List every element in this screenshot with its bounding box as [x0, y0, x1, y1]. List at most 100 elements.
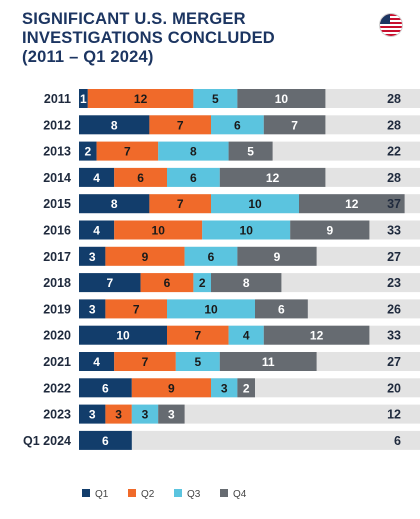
total-label: 26 [387, 302, 401, 316]
bar-segment-q3 [193, 273, 211, 293]
data-label: 6 [278, 302, 285, 316]
data-label: 10 [275, 92, 289, 106]
data-label: 7 [177, 118, 184, 132]
bar-segment-q1 [79, 325, 167, 345]
data-label: 3 [168, 408, 175, 422]
bar-segment-q1 [79, 115, 150, 135]
bar-segment-q4 [237, 246, 317, 266]
legend-label-q1: Q1 [95, 489, 109, 500]
bar-segment-q3 [211, 378, 238, 398]
total-label: 33 [387, 224, 401, 238]
total-label: 12 [387, 408, 401, 422]
total-label: 6 [394, 434, 401, 448]
title-line-3: (2011 – Q1 2024) [22, 48, 154, 66]
bar-segment-q1 [79, 167, 115, 187]
category-label: Q1 2024 [23, 434, 71, 448]
bar-segment-q1 [79, 273, 141, 293]
data-label: 10 [204, 302, 218, 316]
data-label: 6 [164, 276, 171, 290]
total-label: 33 [387, 329, 401, 343]
data-label: 3 [115, 408, 122, 422]
data-label: 4 [93, 224, 100, 238]
bar-segment-q4 [255, 299, 308, 319]
data-label: 8 [190, 145, 197, 159]
legend-label-q2: Q2 [141, 489, 155, 500]
category-label: 2014 [43, 171, 71, 185]
bar-segment-q1 [79, 141, 97, 161]
data-label: 7 [194, 329, 201, 343]
data-label: 7 [142, 355, 149, 369]
bar-segment-q2 [105, 246, 185, 266]
title-line-2: INVESTIGATIONS CONCLUDED [22, 29, 275, 47]
bar-segment-q1 [79, 352, 115, 371]
category-label: 2013 [43, 145, 71, 159]
total-label: 37 [387, 197, 401, 211]
legend-swatch-q2 [128, 489, 136, 497]
legend-swatch-q1 [82, 489, 90, 497]
data-label: 6 [234, 118, 241, 132]
data-label: 3 [89, 302, 96, 316]
total-label: 27 [387, 250, 401, 264]
data-label: 6 [190, 171, 197, 185]
category-label: 2022 [43, 381, 71, 395]
us-flag-icon [380, 14, 402, 36]
data-label: 2 [84, 145, 91, 159]
bar-segment-q4 [237, 89, 326, 108]
bar-segment-q3 [211, 194, 299, 214]
bar-segment-q4 [211, 273, 282, 293]
bar-segment-q4 [228, 141, 273, 161]
bar-segment-q3 [158, 141, 229, 161]
bar-segment-q1 [79, 378, 132, 398]
data-label: 6 [102, 434, 109, 448]
data-label: 8 [243, 276, 250, 290]
data-label: 3 [221, 381, 228, 395]
bar-segment-q4 [290, 220, 370, 240]
bar-segment-q3 [228, 325, 264, 345]
bar-segment-q1 [79, 246, 106, 266]
bar-segment-q2 [131, 378, 211, 398]
bar-segment-q2 [149, 115, 211, 135]
data-label: 10 [248, 197, 262, 211]
data-label: 5 [212, 92, 219, 106]
bar-segment-q3 [131, 404, 159, 424]
total-label: 23 [387, 276, 401, 290]
data-label: 1 [80, 92, 87, 106]
bar-segment-q2 [96, 141, 159, 161]
category-label: 2011 [44, 92, 71, 106]
data-label: 10 [152, 224, 166, 238]
data-label: 12 [310, 329, 324, 343]
category-label: 2017 [43, 250, 71, 264]
data-label: 10 [116, 329, 130, 343]
data-label: 7 [124, 145, 131, 159]
chart-title: SIGNIFICANT U.S. MERGER INVESTIGATIONS C… [22, 10, 352, 67]
total-label: 22 [387, 145, 401, 159]
data-label: 12 [345, 197, 359, 211]
category-label: 2023 [43, 408, 71, 422]
bar-segment-q3 [202, 220, 291, 240]
data-label: 9 [168, 381, 175, 395]
category-label: 2021 [43, 355, 71, 369]
data-label: 11 [262, 355, 275, 369]
data-label: 2 [243, 381, 250, 395]
category-label: 2018 [43, 276, 71, 290]
category-label: 2019 [43, 302, 71, 316]
bar-segment-q2 [105, 404, 132, 424]
data-label: 6 [137, 171, 144, 185]
bar-segment-q4 [299, 194, 405, 214]
bar-segment-q3 [167, 167, 220, 187]
bar-segment-q4 [263, 115, 326, 135]
data-label: 8 [111, 197, 118, 211]
data-label: 6 [102, 381, 109, 395]
bar-segment-q2 [114, 220, 203, 240]
data-label: 7 [106, 276, 113, 290]
bar-segment-q1 [79, 220, 115, 240]
data-label: 4 [93, 171, 100, 185]
data-label: 2 [199, 276, 206, 290]
total-label: 27 [387, 355, 401, 369]
data-label: 4 [93, 355, 100, 369]
legend-swatch-q3 [174, 489, 182, 497]
data-label: 3 [89, 408, 96, 422]
data-label: 6 [208, 250, 215, 264]
total-label: 20 [387, 381, 401, 395]
bar-segment-q2 [114, 167, 167, 187]
